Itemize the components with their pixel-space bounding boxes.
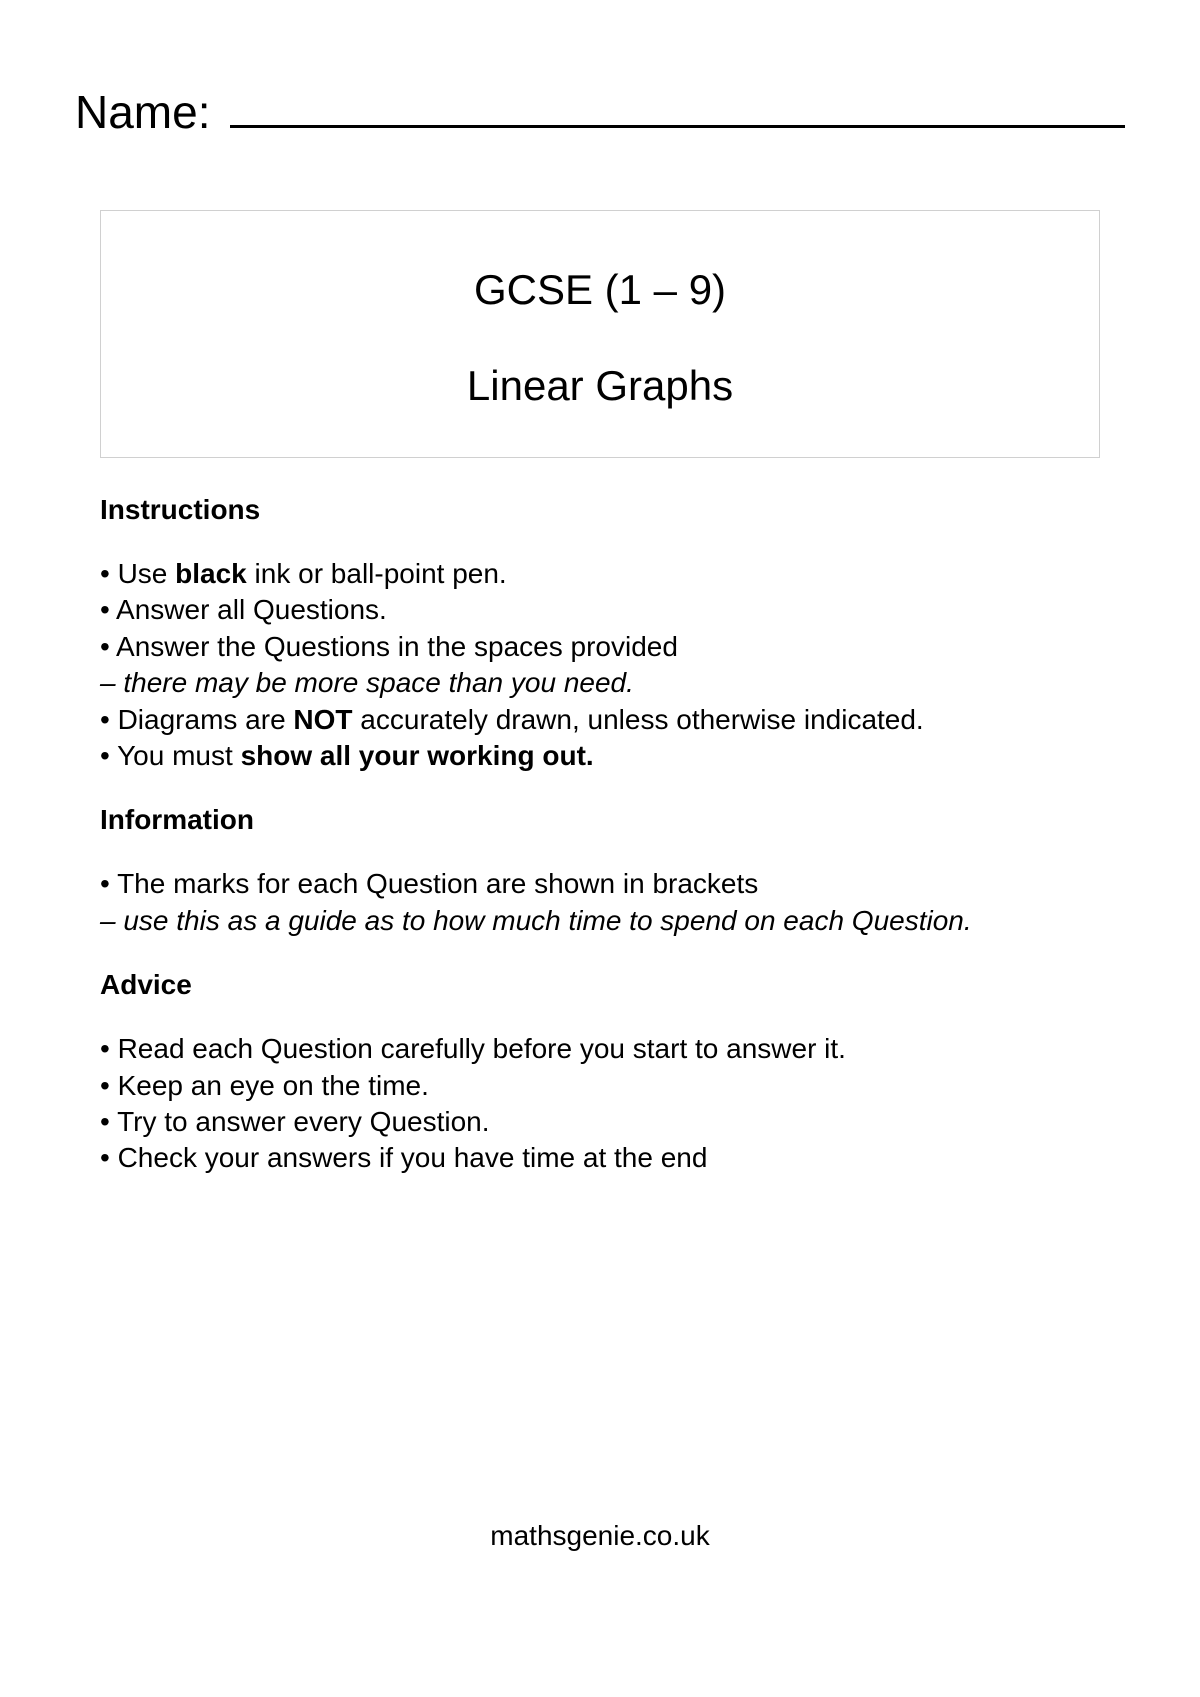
text-suffix: accurately drawn, unless otherwise indic…: [353, 704, 924, 735]
content-area: Instructions • Use black ink or ball-poi…: [100, 494, 1110, 1177]
advice-heading: Advice: [100, 969, 1110, 1001]
instruction-item: • Answer the Questions in the spaces pro…: [100, 629, 1110, 665]
name-field-section: Name:: [75, 85, 1125, 139]
text-suffix: ink or ball-point pen.: [247, 558, 507, 589]
text-prefix: • Diagrams are: [100, 704, 293, 735]
text-prefix: • You must: [100, 740, 241, 771]
advice-item: • Read each Question carefully before yo…: [100, 1031, 1110, 1067]
instruction-item: • Diagrams are NOT accurately drawn, unl…: [100, 702, 1110, 738]
information-heading: Information: [100, 804, 1110, 836]
title-line-1: GCSE (1 – 9): [101, 266, 1099, 314]
text-bold: show all your working out.: [241, 740, 594, 771]
text-prefix: • Use: [100, 558, 175, 589]
title-box: GCSE (1 – 9) Linear Graphs: [100, 210, 1100, 458]
text-bold: NOT: [293, 704, 352, 735]
information-sub-item: – use this as a guide as to how much tim…: [100, 903, 1110, 939]
instruction-item: • You must show all your working out.: [100, 738, 1110, 774]
instructions-heading: Instructions: [100, 494, 1110, 526]
information-item: • The marks for each Question are shown …: [100, 866, 1110, 902]
footer-text: mathsgenie.co.uk: [0, 1520, 1200, 1552]
instruction-sub-item: – there may be more space than you need.: [100, 665, 1110, 701]
instruction-item: • Use black ink or ball-point pen.: [100, 556, 1110, 592]
instruction-item: • Answer all Questions.: [100, 592, 1110, 628]
advice-item: • Check your answers if you have time at…: [100, 1140, 1110, 1176]
name-label: Name:: [75, 85, 210, 139]
title-line-2: Linear Graphs: [101, 362, 1099, 410]
name-input-line[interactable]: [230, 125, 1125, 128]
advice-item: • Try to answer every Question.: [100, 1104, 1110, 1140]
advice-item: • Keep an eye on the time.: [100, 1068, 1110, 1104]
text-bold: black: [175, 558, 247, 589]
